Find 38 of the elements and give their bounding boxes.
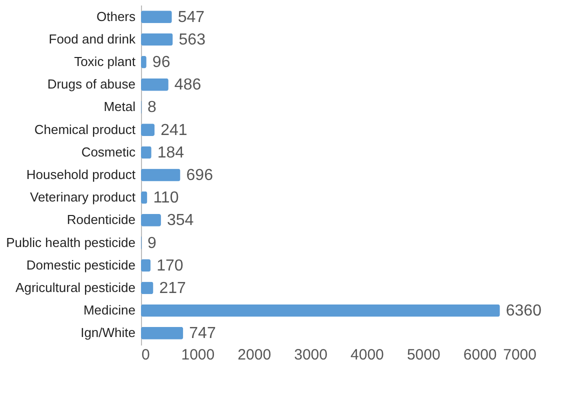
y-tick-label: Public health pesticide	[6, 234, 136, 250]
data-label: 170	[156, 257, 184, 274]
x-tick-label: 2000	[238, 346, 272, 364]
y-tick-label: Household product	[26, 167, 136, 182]
y-tick-label: Ign/White	[80, 325, 136, 340]
y-tick-label: Metal	[104, 99, 136, 114]
x-tick-label: 5000	[406, 346, 440, 364]
data-label: 96	[152, 54, 170, 72]
y-tick-label: Cosmetic	[81, 144, 136, 160]
data-label: 217	[159, 280, 186, 297]
data-label: 184	[157, 144, 184, 162]
y-tick-label: Domestic pesticide	[26, 257, 136, 272]
y-tick-label: Toxic plant	[74, 54, 136, 70]
y-tick-label: Drugs of abuse	[47, 76, 136, 92]
data-label: 6360	[506, 302, 542, 320]
data-label: 563	[178, 31, 206, 48]
data-label: 486	[174, 76, 202, 94]
data-label: 8	[147, 99, 156, 116]
y-tick-label: Agricultural pesticide	[16, 280, 136, 295]
data-label: 354	[166, 212, 194, 230]
y-tick-label: Others	[96, 8, 136, 24]
y-tick-label: Medicine	[83, 302, 136, 318]
x-tick-label: 7000	[503, 346, 536, 364]
x-tick-label: 3000	[294, 346, 328, 364]
y-tick-label: Rodenticide	[66, 212, 136, 228]
x-tick-label: 0	[142, 346, 150, 364]
x-tick-label: 6000	[463, 346, 497, 364]
y-tick-label: Food and drink	[48, 31, 136, 46]
x-tick-label: 4000	[350, 346, 384, 364]
data-label: 241	[160, 122, 188, 139]
data-label: 9	[148, 234, 157, 252]
data-label: 547	[178, 8, 205, 26]
y-tick-label: Veterinary product	[30, 190, 136, 205]
x-tick-label: 1000	[181, 346, 215, 364]
data-label: 747	[189, 325, 216, 342]
data-label: 696	[186, 167, 214, 184]
data-label: 110	[153, 190, 179, 207]
y-tick-label: Chemical product	[34, 122, 136, 137]
